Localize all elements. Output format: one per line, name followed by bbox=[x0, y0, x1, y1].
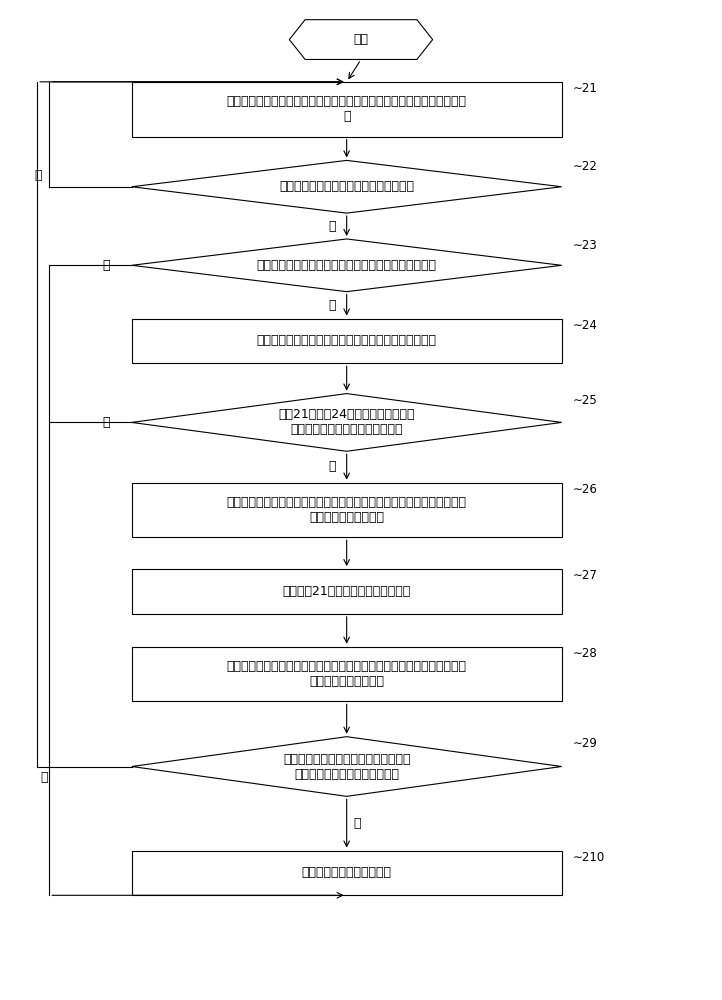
Text: 是: 是 bbox=[329, 299, 336, 312]
Polygon shape bbox=[131, 160, 562, 213]
Text: 该播放日志中是否记录有下一次操作对应的执行时间点: 该播放日志中是否记录有下一次操作对应的执行时间点 bbox=[257, 259, 437, 272]
Text: 否: 否 bbox=[354, 817, 361, 830]
Text: ∼23: ∼23 bbox=[573, 239, 597, 252]
Text: ∼24: ∼24 bbox=[573, 319, 597, 332]
Bar bbox=[131, 319, 562, 363]
Bar bbox=[131, 647, 562, 701]
Text: 步骤21与步骤24读取的执行时间点间
的时间长度是否大于第三时长阈値: 步骤21与步骤24读取的执行时间点间 的时间长度是否大于第三时长阈値 bbox=[279, 408, 415, 436]
Bar bbox=[131, 851, 562, 895]
Text: 是: 是 bbox=[35, 169, 42, 182]
Text: 该播放日志中是否记录有下一次操作的
执行时间点和操作后播放时间点: 该播放日志中是否记录有下一次操作的 执行时间点和操作后播放时间点 bbox=[283, 753, 410, 781]
Polygon shape bbox=[131, 239, 562, 292]
Bar bbox=[131, 569, 562, 614]
Bar bbox=[131, 483, 562, 537]
Text: 结束该播放日志的判断流程: 结束该播放日志的判断流程 bbox=[302, 866, 391, 879]
Text: ∼29: ∼29 bbox=[573, 737, 597, 750]
Text: 开始: 开始 bbox=[354, 33, 368, 46]
Text: 否: 否 bbox=[329, 220, 336, 233]
Text: 记录步骤21读取的操作后播放时间点: 记录步骤21读取的操作后播放时间点 bbox=[282, 585, 411, 598]
Text: 确认执行该跳转操作后的设定时间长度内，用户针对该视频未再次执行跳
转操作或退出播放操作: 确认执行该跳转操作后的设定时间长度内，用户针对该视频未再次执行跳 转操作或退出播… bbox=[227, 496, 466, 524]
Text: ∼27: ∼27 bbox=[573, 569, 597, 582]
Text: ∼210: ∼210 bbox=[573, 851, 604, 864]
Polygon shape bbox=[131, 737, 562, 796]
Bar bbox=[131, 82, 562, 137]
Text: ∼21: ∼21 bbox=[573, 82, 597, 95]
Text: ∼25: ∼25 bbox=[573, 394, 597, 407]
Text: 是: 是 bbox=[40, 771, 48, 784]
Text: 确认执行该跳转操作后的设定时间长度内，用户针对该视频再次执行了跳
转操作或退出播放操作: 确认执行该跳转操作后的设定时间长度内，用户针对该视频再次执行了跳 转操作或退出播… bbox=[227, 660, 466, 688]
Polygon shape bbox=[131, 394, 562, 451]
Text: 读取的操作后播放时间点的取値是否为空: 读取的操作后播放时间点的取値是否为空 bbox=[279, 180, 414, 193]
Text: ∼22: ∼22 bbox=[573, 160, 597, 173]
Text: ∼28: ∼28 bbox=[573, 647, 597, 660]
Text: ∼26: ∼26 bbox=[573, 483, 597, 496]
Text: 否: 否 bbox=[103, 259, 110, 272]
Polygon shape bbox=[290, 20, 432, 59]
Text: 读取该播放日志中记录的下一次操作对应的执行时间点: 读取该播放日志中记录的下一次操作对应的执行时间点 bbox=[257, 334, 437, 347]
Text: 否: 否 bbox=[103, 416, 110, 429]
Text: 是: 是 bbox=[329, 460, 336, 473]
Text: 顺序读取播放日志中记录的每次操作对应的执行时间点和操作后播放时间
点: 顺序读取播放日志中记录的每次操作对应的执行时间点和操作后播放时间 点 bbox=[227, 95, 466, 123]
